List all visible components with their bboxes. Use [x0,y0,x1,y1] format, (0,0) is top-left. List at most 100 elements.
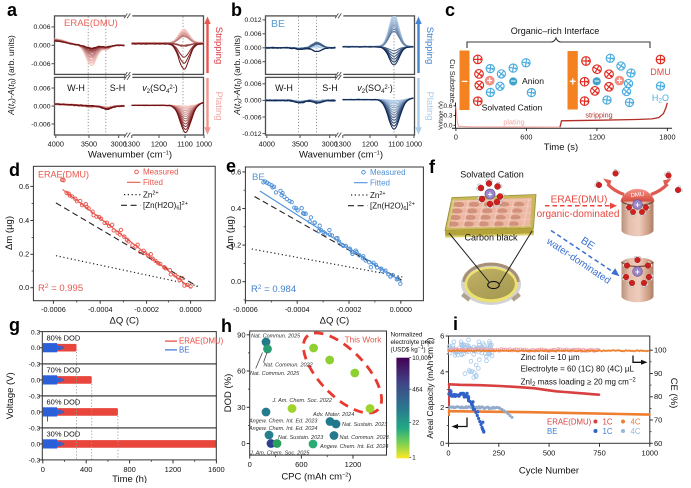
svg-text:0.000: 0.000 [244,45,261,52]
svg-text:+: + [569,77,576,89]
svg-text:0.4: 0.4 [19,216,29,225]
svg-text:Time (h): Time (h) [112,474,147,483]
svg-text:[Zn(H2O)6]2+: [Zn(H2O)6]2+ [143,201,188,212]
svg-text:+: + [488,189,493,199]
svg-text:-0.3: -0.3 [29,457,41,464]
svg-text:i: i [453,314,458,334]
svg-text:S-H: S-H [110,83,126,93]
svg-text:Wavenumber (cm−1): Wavenumber (cm−1) [299,150,383,161]
svg-text:c: c [445,0,455,20]
svg-text:Voltage (V): Voltage (V) [5,372,16,419]
svg-text:v2(SO42-): v2(SO42-) [357,83,393,95]
svg-text:70% DOD: 70% DOD [47,366,81,375]
svg-text:d: d [9,160,20,180]
svg-text:0.6: 0.6 [19,182,29,191]
svg-text:0.0: 0.0 [19,283,29,292]
svg-text:-0.3: -0.3 [29,361,41,368]
svg-text:organic-dominated: organic-dominated [537,209,620,220]
svg-text:Fitted: Fitted [143,178,163,187]
svg-text:Voltage (V): Voltage (V) [439,101,445,130]
svg-text:electrolyte price: electrolyte price [391,339,436,346]
svg-text:3000: 3000 [322,140,338,149]
svg-text:0.006: 0.006 [244,31,261,38]
svg-text:-0.006: -0.006 [242,59,261,66]
svg-text:ERAE(DMU): ERAE(DMU) [547,417,592,426]
svg-text:60: 60 [654,439,662,448]
svg-text:Plating: Plating [213,91,224,120]
svg-text:ERAE(DMU): ERAE(DMU) [551,195,608,206]
svg-text:0.012: 0.012 [244,17,261,24]
svg-text:J. Am. Chem. Soc. 2022: J. Am. Chem. Soc. 2022 [272,398,332,404]
svg-text:464: 464 [412,386,423,393]
svg-text:H2O: H2O [652,93,669,105]
svg-text:60% DOD: 60% DOD [47,398,81,407]
svg-text:1800: 1800 [659,133,675,142]
svg-text:1100: 1100 [388,140,404,149]
svg-text:1300: 1300 [335,140,351,149]
svg-text:80% DOD: 80% DOD [47,334,81,343]
svg-text:Measured: Measured [143,168,179,177]
svg-text:600: 600 [295,460,308,469]
svg-text:0: 0 [241,439,245,448]
svg-text:0.0: 0.0 [443,123,452,130]
svg-text:DMU: DMU [630,192,644,199]
svg-text:Δm (µg): Δm (µg) [4,216,15,250]
svg-text:ΔQ (C): ΔQ (C) [110,316,140,327]
svg-text:+: + [635,267,640,276]
svg-text:800: 800 [123,465,136,474]
svg-text:a: a [7,0,18,20]
svg-text:Nat. Commun. 2022: Nat. Commun. 2022 [264,363,313,369]
svg-text:0.006: 0.006 [33,85,50,92]
svg-text:-0.006: -0.006 [31,61,50,68]
svg-text:Cycle Number: Cycle Number [519,466,579,477]
svg-text:0.000: 0.000 [244,98,261,105]
svg-text:1200: 1200 [345,460,362,469]
svg-text:−: − [461,76,467,88]
svg-text:3000: 3000 [111,140,127,149]
svg-text:0.6: 0.6 [443,103,452,110]
svg-text:100: 100 [654,346,667,355]
svg-text:1200: 1200 [589,133,605,142]
svg-text:30% DOD: 30% DOD [47,430,81,439]
svg-text:10,000: 10,000 [412,355,431,362]
svg-text:30: 30 [237,403,245,412]
svg-text:W-H: W-H [67,83,85,93]
svg-text:-0.006: -0.006 [242,114,261,121]
svg-text:plating: plating [503,118,524,127]
svg-text:DMU: DMU [650,67,671,77]
svg-text:3500: 3500 [292,140,308,149]
svg-text:0: 0 [248,460,252,469]
svg-text:[Zn(H2O)6]2+: [Zn(H2O)6]2+ [370,202,415,213]
svg-text:90: 90 [654,369,662,378]
svg-text:−: − [511,76,516,86]
svg-text:BE: BE [179,346,189,355]
svg-text:Measured: Measured [370,168,406,177]
svg-text:h: h [221,316,232,336]
svg-text:R2 = 0.984: R2 = 0.984 [251,284,296,295]
svg-text:-0.3: -0.3 [29,425,41,432]
svg-text:-0.0004: -0.0004 [88,305,113,314]
svg-text:stripping: stripping [585,111,612,120]
svg-text:6: 6 [440,332,444,341]
svg-text:0.0: 0.0 [31,441,41,448]
svg-text:22: 22 [412,420,419,427]
svg-text:0.2: 0.2 [231,241,241,250]
svg-text:Wavenumber (cm−1): Wavenumber (cm−1) [88,150,172,161]
svg-text:Nat. Commun. 2025: Nat. Commun. 2025 [251,334,301,340]
svg-text:0.2: 0.2 [19,250,29,259]
svg-text:-0.0006: -0.0006 [41,305,66,314]
svg-text:+: + [617,76,623,87]
svg-text:0.0000: 0.0000 [179,305,201,314]
svg-text:1200: 1200 [362,140,378,149]
svg-text:This Work: This Work [345,336,383,345]
svg-text:0.0: 0.0 [31,377,41,384]
svg-text:-0.0004: -0.0004 [285,305,310,314]
svg-text:750: 750 [593,448,606,457]
svg-text:1100: 1100 [177,140,193,149]
svg-text:f: f [429,157,436,177]
svg-text:1000: 1000 [406,140,422,149]
svg-text:80: 80 [654,392,662,401]
svg-text:Nat. Sustain. 2023: Nat. Sustain. 2023 [342,422,388,428]
svg-text:0.4: 0.4 [231,204,241,213]
svg-text:Nat. Sustain. 2023: Nat. Sustain. 2023 [278,435,324,441]
